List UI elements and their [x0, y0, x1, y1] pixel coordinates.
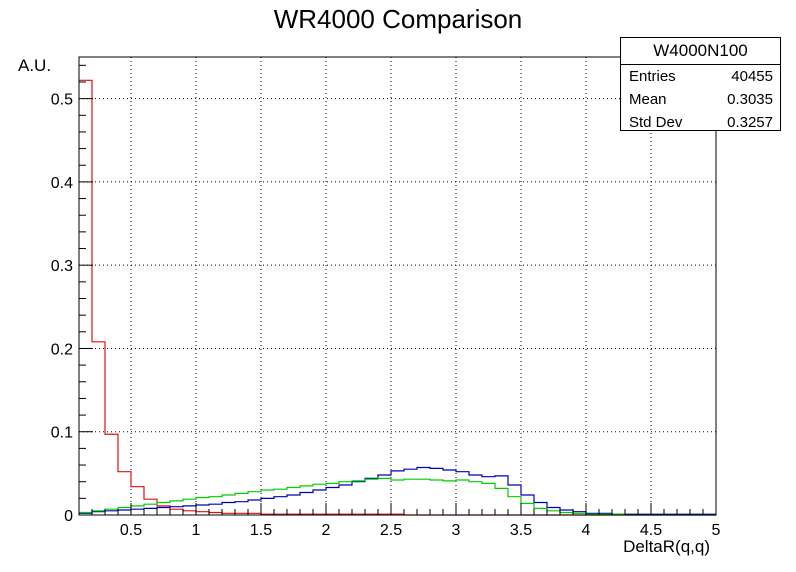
- y-tick-label: 0.2: [51, 341, 73, 358]
- x-tick-label: 4: [582, 522, 591, 539]
- stats-label: Entries: [629, 68, 676, 85]
- stats-value: 40455: [731, 68, 773, 85]
- stats-row-entries: Entries 40455: [621, 65, 780, 88]
- chart-title: WR4000 Comparison: [273, 4, 523, 34]
- stats-value: 0.3257: [727, 114, 773, 131]
- x-tick-label: 1.5: [250, 522, 272, 539]
- y-tick-label: 0.1: [51, 425, 73, 442]
- x-tick-label: 4.5: [640, 522, 662, 539]
- series-line-0: [79, 79, 716, 516]
- series-line-1: [79, 466, 716, 515]
- plot-frame: [78, 56, 717, 516]
- stats-value: 0.3035: [727, 91, 773, 108]
- stats-label: Mean: [629, 91, 667, 108]
- y-axis-label: A.U.: [18, 56, 52, 75]
- series-line-2: [79, 477, 716, 516]
- stats-box: W4000N100 Entries 40455 Mean 0.3035 Std …: [620, 37, 781, 131]
- x-tick-label: 3.5: [510, 522, 532, 539]
- x-tick-label: 0.5: [120, 522, 142, 539]
- x-axis-label: DeltaR(q,q): [623, 537, 710, 556]
- x-tick-label: 1: [192, 522, 201, 539]
- stats-label: Std Dev: [629, 114, 683, 131]
- y-tick-label: 0.4: [51, 175, 73, 192]
- x-tick-label: 5: [712, 522, 721, 539]
- y-tick-label: 0.5: [51, 92, 73, 109]
- stats-box-title: W4000N100: [621, 38, 780, 65]
- x-tick-label: 2.5: [380, 522, 402, 539]
- y-tick-label: 0.3: [51, 258, 73, 275]
- x-tick-label: 2: [322, 522, 331, 539]
- stats-row-stddev: Std Dev 0.3257: [621, 111, 780, 134]
- stats-row-mean: Mean 0.3035: [621, 88, 780, 111]
- y-tick-label: 0: [64, 508, 73, 525]
- x-tick-label: 3: [452, 522, 461, 539]
